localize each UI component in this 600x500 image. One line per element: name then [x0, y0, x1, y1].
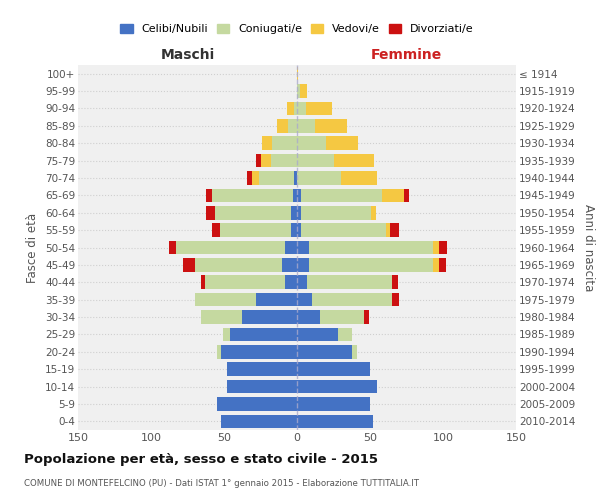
Bar [286, 276, 297, 289]
Bar [260, 154, 271, 168]
Bar [338, 328, 352, 341]
Bar [277, 119, 288, 132]
Bar [200, 276, 205, 289]
Bar [286, 240, 297, 254]
Bar [247, 171, 252, 185]
Bar [314, 119, 347, 132]
Bar [195, 293, 256, 306]
Bar [392, 293, 399, 306]
Bar [382, 188, 404, 202]
Bar [307, 276, 392, 289]
Bar [205, 276, 286, 289]
Bar [297, 206, 301, 220]
Bar [291, 206, 297, 220]
Bar [206, 206, 215, 220]
Bar [308, 258, 433, 272]
Bar [391, 224, 399, 237]
Bar [297, 119, 314, 132]
Bar [301, 224, 386, 237]
Bar [297, 224, 301, 237]
Bar [297, 380, 377, 394]
Bar [297, 171, 341, 185]
Bar [200, 310, 242, 324]
Y-axis label: Fasce di età: Fasce di età [26, 212, 40, 282]
Bar [297, 293, 311, 306]
Bar [364, 310, 368, 324]
Bar [294, 102, 297, 115]
Bar [293, 188, 297, 202]
Bar [300, 84, 307, 98]
Bar [230, 328, 297, 341]
Bar [206, 188, 212, 202]
Bar [352, 345, 357, 358]
Bar [256, 154, 260, 168]
Bar [297, 414, 373, 428]
Bar [297, 258, 308, 272]
Bar [242, 310, 297, 324]
Bar [297, 67, 298, 80]
Bar [404, 188, 409, 202]
Bar [297, 345, 352, 358]
Bar [306, 102, 332, 115]
Bar [212, 224, 220, 237]
Bar [283, 258, 297, 272]
Bar [212, 188, 293, 202]
Bar [217, 397, 297, 410]
Bar [433, 258, 439, 272]
Bar [223, 328, 230, 341]
Bar [297, 310, 320, 324]
Bar [217, 345, 221, 358]
Bar [439, 258, 446, 272]
Text: COMUNE DI MONTEFELCINO (PU) - Dati ISTAT 1° gennaio 2015 - Elaborazione TUTTITAL: COMUNE DI MONTEFELCINO (PU) - Dati ISTAT… [24, 479, 419, 488]
Bar [301, 206, 371, 220]
Bar [301, 188, 382, 202]
Bar [287, 102, 294, 115]
Bar [252, 171, 259, 185]
Text: Popolazione per età, sesso e stato civile - 2015: Popolazione per età, sesso e stato civil… [24, 452, 378, 466]
Bar [297, 188, 301, 202]
Bar [221, 414, 297, 428]
Bar [221, 345, 297, 358]
Bar [227, 380, 297, 394]
Bar [291, 224, 297, 237]
Bar [297, 136, 326, 150]
Bar [433, 240, 439, 254]
Bar [297, 362, 370, 376]
Bar [271, 154, 297, 168]
Bar [297, 154, 334, 168]
Bar [308, 240, 433, 254]
Bar [220, 224, 291, 237]
Bar [256, 293, 297, 306]
Bar [297, 84, 300, 98]
Bar [297, 397, 370, 410]
Bar [341, 171, 377, 185]
Bar [386, 224, 391, 237]
Bar [169, 240, 176, 254]
Bar [262, 136, 272, 150]
Bar [215, 206, 291, 220]
Text: Femmine: Femmine [371, 48, 442, 62]
Bar [297, 102, 306, 115]
Bar [297, 240, 308, 254]
Bar [227, 362, 297, 376]
Bar [259, 171, 294, 185]
Bar [326, 136, 358, 150]
Bar [195, 258, 283, 272]
Bar [176, 240, 286, 254]
Y-axis label: Anni di nascita: Anni di nascita [582, 204, 595, 291]
Bar [183, 258, 195, 272]
Bar [392, 276, 398, 289]
Legend: Celibi/Nubili, Coniugati/e, Vedovi/e, Divorziati/e: Celibi/Nubili, Coniugati/e, Vedovi/e, Di… [116, 20, 478, 39]
Bar [297, 328, 338, 341]
Bar [294, 171, 297, 185]
Bar [288, 119, 297, 132]
Bar [439, 240, 448, 254]
Text: Maschi: Maschi [160, 48, 215, 62]
Bar [297, 276, 307, 289]
Bar [371, 206, 376, 220]
Bar [272, 136, 297, 150]
Bar [311, 293, 392, 306]
Bar [334, 154, 374, 168]
Bar [320, 310, 364, 324]
